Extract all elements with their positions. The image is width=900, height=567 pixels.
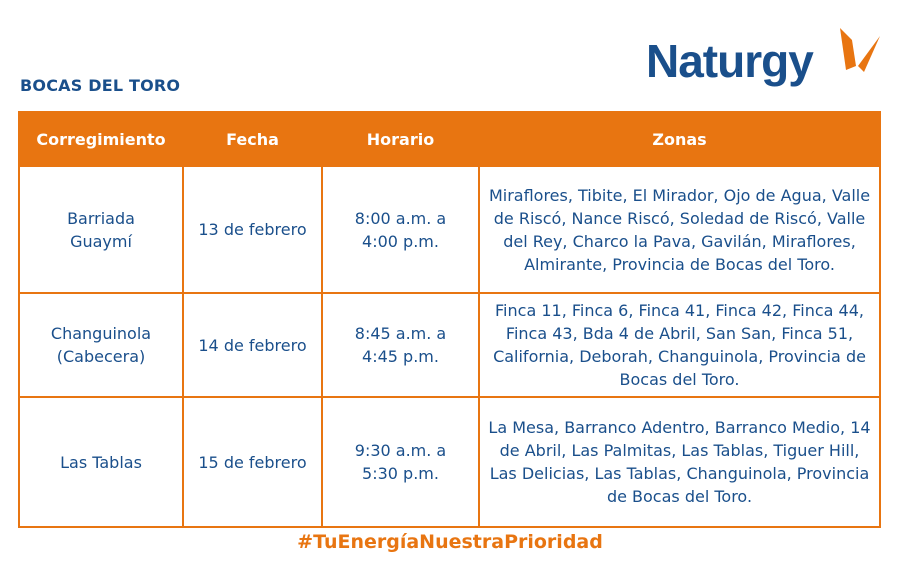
- region-title: BOCAS DEL TORO: [20, 76, 181, 95]
- hashtag: #TuEnergíaNuestraPrioridad: [297, 531, 603, 553]
- schedule-table: Corregimiento Fecha Horario Zonas Barria…: [18, 111, 881, 528]
- cell-corregimiento: Changuinola (Cabecera): [18, 292, 184, 398]
- table-row: Barriada Guaymí 13 de febrero 8:00 a.m. …: [18, 165, 881, 294]
- cell-horario: 9:30 a.m. a 5:30 p.m.: [321, 396, 480, 528]
- naturgy-logo: Naturgy: [646, 26, 886, 96]
- cell-fecha: 14 de febrero: [182, 292, 323, 398]
- table-header-row: Corregimiento Fecha Horario Zonas: [18, 111, 881, 167]
- cell-horario: 8:00 a.m. a 4:00 p.m.: [321, 165, 480, 294]
- logo-text: Naturgy: [646, 35, 814, 87]
- header-fecha: Fecha: [182, 111, 323, 167]
- cell-zonas: Miraflores, Tibite, El Mirador, Ojo de A…: [478, 165, 881, 294]
- cell-corregimiento: Las Tablas: [18, 396, 184, 528]
- cell-fecha: 13 de febrero: [182, 165, 323, 294]
- table-row: Changuinola (Cabecera) 14 de febrero 8:4…: [18, 292, 881, 398]
- cell-zonas: La Mesa, Barranco Adentro, Barranco Medi…: [478, 396, 881, 528]
- cell-zonas: Finca 11, Finca 6, Finca 41, Finca 42, F…: [478, 292, 881, 398]
- table-row: Las Tablas 15 de febrero 9:30 a.m. a 5:3…: [18, 396, 881, 528]
- header-zonas: Zonas: [478, 111, 881, 167]
- header-horario: Horario: [321, 111, 480, 167]
- header-corregimiento: Corregimiento: [18, 111, 184, 167]
- cell-corregimiento: Barriada Guaymí: [18, 165, 184, 294]
- cell-horario: 8:45 a.m. a 4:45 p.m.: [321, 292, 480, 398]
- cell-fecha: 15 de febrero: [182, 396, 323, 528]
- butterfly-icon: [840, 28, 880, 72]
